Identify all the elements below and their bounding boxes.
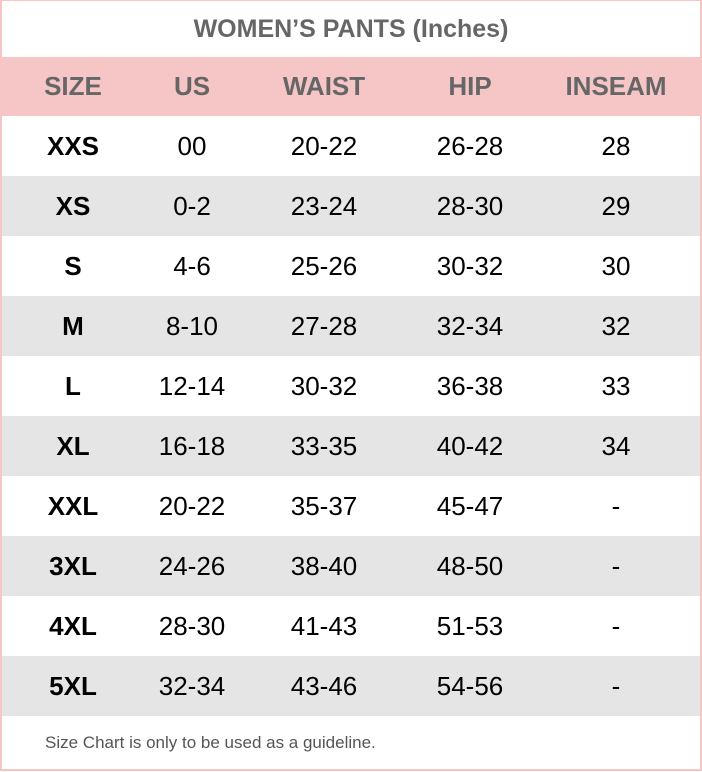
- table-row: XS 0-2 23-24 28-30 29: [2, 176, 700, 236]
- header-size: SIZE: [44, 71, 102, 101]
- cell-size: XXL: [47, 490, 99, 521]
- cell-size: XXS: [46, 130, 100, 161]
- cell-hip: 36-38: [436, 370, 504, 401]
- footer-note: Size Chart is only to be used as a guide…: [45, 733, 376, 752]
- cell-waist: 33-35: [290, 430, 358, 461]
- table-row: M 8-10 27-28 32-34 32: [2, 296, 700, 356]
- cell-size: L: [65, 370, 81, 401]
- cell-us: 4-6: [173, 250, 211, 281]
- table-row: XL 16-18 33-35 40-42 34: [2, 416, 700, 476]
- cell-hip: 54-56: [436, 670, 504, 701]
- cell-size: 3XL: [49, 550, 97, 581]
- cell-size: M: [62, 310, 84, 341]
- header-hip: HIP: [448, 71, 492, 101]
- cell-us: 20-22: [158, 490, 226, 521]
- table-row: 3XL 24-26 38-40 48-50 -: [2, 536, 700, 596]
- cell-waist: 41-43: [290, 610, 358, 641]
- cell-waist: 38-40: [290, 550, 358, 581]
- cell-size: XS: [55, 190, 91, 221]
- cell-inseam: -: [611, 490, 621, 521]
- cell-hip: 48-50: [436, 550, 504, 581]
- cell-size: S: [64, 250, 82, 281]
- header-row: SIZE US WAIST HIP INSEAM: [2, 57, 700, 116]
- cell-hip: 51-53: [436, 610, 504, 641]
- header-inseam: INSEAM: [565, 71, 667, 101]
- table-row: L 12-14 30-32 36-38 33: [2, 356, 700, 416]
- cell-inseam: 34: [601, 430, 631, 461]
- cell-waist: 27-28: [290, 310, 358, 341]
- table-row: 5XL 32-34 43-46 54-56 -: [2, 656, 700, 716]
- cell-inseam: 30: [601, 250, 631, 281]
- cell-us: 00: [177, 130, 207, 161]
- cell-inseam: 28: [601, 130, 631, 161]
- table-row: XXS 00 20-22 26-28 28: [2, 116, 700, 176]
- cell-hip: 30-32: [436, 250, 504, 281]
- cell-inseam: -: [611, 550, 621, 581]
- cell-waist: 30-32: [290, 370, 358, 401]
- cell-us: 0-2: [173, 190, 211, 221]
- cell-hip: 32-34: [436, 310, 504, 341]
- chart-title: WOMEN’S PANTS (Inches): [193, 14, 509, 43]
- header-us: US: [173, 71, 211, 101]
- cell-inseam: -: [611, 610, 621, 641]
- cell-inseam: -: [611, 670, 621, 701]
- cell-hip: 40-42: [436, 430, 504, 461]
- table-row: XXL 20-22 35-37 45-47 -: [2, 476, 700, 536]
- cell-us: 28-30: [158, 610, 226, 641]
- table-row: 4XL 28-30 41-43 51-53 -: [2, 596, 700, 656]
- cell-size: 4XL: [49, 610, 97, 641]
- cell-waist: 35-37: [290, 490, 358, 521]
- table-body: XXS 00 20-22 26-28 28 XS 0-2 23-24 28-30 29 S 4-6 25…: [2, 116, 700, 716]
- table-row: S 4-6 25-26 30-32 30: [2, 236, 700, 296]
- cell-waist: 25-26: [290, 250, 358, 281]
- cell-inseam: 29: [601, 190, 631, 221]
- cell-us: 12-14: [158, 370, 226, 401]
- cell-size: XL: [56, 430, 90, 461]
- cell-hip: 45-47: [436, 490, 504, 521]
- cell-hip: 28-30: [436, 190, 504, 221]
- cell-size: 5XL: [49, 670, 97, 701]
- cell-inseam: 33: [601, 370, 631, 401]
- cell-inseam: 32: [601, 310, 631, 341]
- header-waist: WAIST: [282, 71, 366, 101]
- cell-us: 16-18: [158, 430, 226, 461]
- cell-waist: 20-22: [290, 130, 358, 161]
- cell-waist: 23-24: [290, 190, 358, 221]
- cell-hip: 26-28: [436, 130, 504, 161]
- cell-us: 8-10: [165, 310, 219, 341]
- cell-us: 24-26: [158, 550, 226, 581]
- cell-waist: 43-46: [290, 670, 358, 701]
- cell-us: 32-34: [158, 670, 226, 701]
